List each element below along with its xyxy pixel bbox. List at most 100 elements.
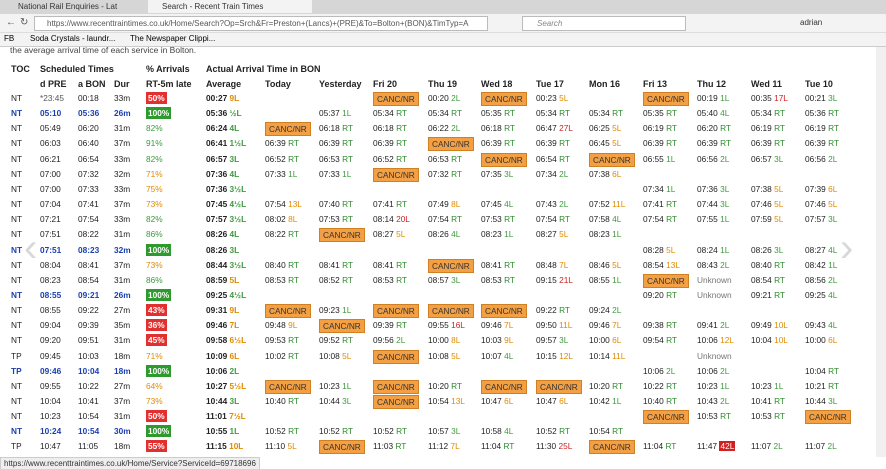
- arrival-cell: 10:42 1L: [589, 395, 621, 407]
- arrival-cell: 09:46 7L: [589, 319, 621, 331]
- tab[interactable]: National Rail Enquiries - Lat: [18, 2, 118, 11]
- percent-cell: 100%: [146, 364, 172, 377]
- delay: RT: [559, 214, 570, 225]
- cell: 10:03: [78, 350, 99, 361]
- arrival-cell: 08:41 RT: [481, 259, 515, 271]
- cell: 07:00: [40, 183, 61, 194]
- bookmark[interactable]: Soda Crystals - laundr...: [30, 34, 116, 43]
- delay: 2L: [559, 168, 569, 179]
- arrival-time: 10:06: [697, 365, 718, 376]
- delay: 5L: [287, 441, 297, 452]
- tab[interactable]: Search - Recent Train Times: [148, 0, 312, 13]
- arrival-time: 10:08: [428, 350, 449, 361]
- delay: 3L: [828, 396, 838, 406]
- cell: 09:51: [78, 335, 99, 346]
- address-bar[interactable]: https://www.recenttraintimes.co.uk/Home/…: [34, 16, 488, 31]
- delay: 3L: [559, 335, 569, 346]
- arrival-cell: 09:41 2L: [697, 319, 729, 331]
- back-button[interactable]: ←: [6, 17, 16, 28]
- arrival-cell: 07:44 3L: [697, 198, 729, 210]
- cell: 07:04: [40, 199, 61, 210]
- delay: RT: [666, 138, 677, 149]
- arrival-time: 07:57: [805, 214, 826, 225]
- arrival-cell: 10:04 RT: [805, 365, 839, 377]
- cell: 09:22: [78, 305, 99, 316]
- arrival-time: 05:35: [643, 108, 664, 119]
- delay: 7L: [229, 320, 240, 331]
- cell: 07:00: [40, 168, 61, 179]
- arrival-time: 06:25: [589, 123, 610, 134]
- arrival-time: 07:58: [589, 214, 610, 225]
- cell: NT: [11, 274, 23, 285]
- delay: RT: [288, 274, 299, 285]
- prev-arrow[interactable]: ‹: [24, 226, 38, 270]
- delay: 7½L: [229, 411, 246, 422]
- column-header: Fri 20: [373, 79, 398, 89]
- delay: RT: [559, 138, 570, 149]
- delay: 12L: [559, 350, 573, 361]
- percent-cell: 86%: [146, 229, 163, 240]
- arrival-time: 11:12: [428, 441, 449, 452]
- cell: 37m: [114, 259, 131, 270]
- percent-cell: 86%: [146, 274, 163, 285]
- delay: 11L: [612, 350, 626, 361]
- arrival-time: 08:41: [481, 259, 502, 270]
- delay: 3L: [774, 153, 784, 164]
- arrival-cell: 09:22 RT: [536, 304, 570, 316]
- arrival-time: 06:39: [697, 138, 718, 149]
- delay: RT: [774, 396, 785, 406]
- bookmark[interactable]: FB: [4, 34, 15, 43]
- bookmark[interactable]: The Newspaper Clippi...: [130, 34, 216, 43]
- arrival-time: 07:52: [589, 199, 610, 210]
- arrival-time: 10:22: [643, 380, 664, 391]
- cell: 32m: [114, 168, 131, 179]
- delay: RT: [720, 138, 731, 149]
- arrival-time: 06:39: [751, 138, 772, 149]
- arrival-time: 06:18: [373, 123, 394, 134]
- delay: RT: [504, 123, 515, 134]
- arrival-time: 11:07: [751, 441, 772, 452]
- cell: 07:41: [78, 199, 99, 210]
- next-arrow[interactable]: ›: [840, 226, 854, 270]
- cell: 33m: [114, 183, 131, 194]
- arrival-time: 06:24: [206, 123, 228, 134]
- reload-button[interactable]: ↻: [20, 17, 29, 28]
- arrival-cell: 06:47 27L: [536, 122, 573, 134]
- arrival-time: 07:36: [206, 183, 228, 194]
- arrival-time: 10:07: [481, 350, 502, 361]
- arrival-cell: 06:18 RT: [481, 122, 515, 134]
- column-header: Fri 13: [643, 79, 668, 89]
- arrival-time: 11:04: [481, 441, 502, 452]
- delay: 3L: [342, 396, 352, 406]
- delay: RT: [774, 411, 785, 422]
- arrival-cell: 09:15 21L: [536, 274, 573, 286]
- arrival-cell: 07:57 3L: [805, 213, 837, 225]
- arrival-cell: 10:06 12L: [697, 334, 734, 346]
- user-name[interactable]: adrian: [800, 18, 823, 27]
- arrival-cell: 07:35 3L: [481, 168, 513, 180]
- arrival-cell: 07:54 13L: [265, 198, 302, 210]
- scrollbar[interactable]: [876, 47, 886, 457]
- delay: 4L: [504, 426, 514, 437]
- arrival-cell: 10:06 2L: [206, 365, 239, 377]
- delay: 42L: [719, 441, 736, 452]
- delay: 1L: [720, 93, 730, 103]
- delay: RT: [666, 108, 677, 119]
- arrival-cell: 09:58 6½L: [206, 334, 246, 346]
- search-box[interactable]: Search: [522, 16, 686, 31]
- delay: 10L: [774, 335, 788, 346]
- arrival-time: 07:59: [751, 214, 772, 225]
- arrival-time: 00:23: [536, 93, 557, 103]
- arrival-cell: 07:40 RT: [319, 198, 353, 210]
- arrival-time: 09:56: [373, 335, 394, 346]
- cancelled: CANC/NR: [373, 167, 419, 182]
- cell: 32m: [114, 244, 131, 255]
- cell: 07:51: [40, 229, 61, 240]
- cell: 08:55: [40, 289, 62, 300]
- delay: RT: [503, 441, 515, 452]
- percent-cell: 64%: [146, 380, 163, 391]
- arrival-time: 06:53: [319, 153, 340, 164]
- arrival-time: 10:42: [589, 396, 610, 406]
- delay: 20L: [396, 214, 410, 225]
- arrival-cell: 07:49 8L: [428, 198, 460, 210]
